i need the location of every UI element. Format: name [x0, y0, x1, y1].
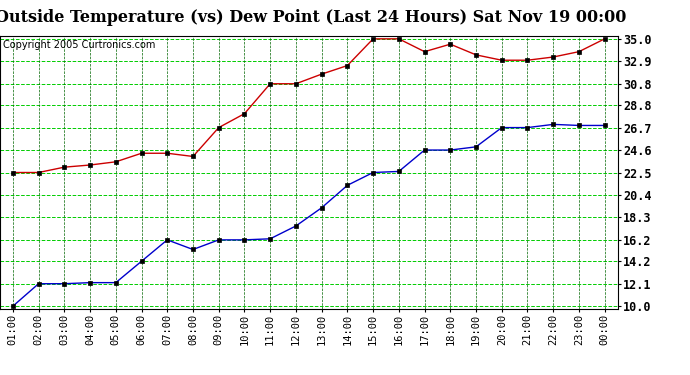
Text: Outside Temperature (vs) Dew Point (Last 24 Hours) Sat Nov 19 00:00: Outside Temperature (vs) Dew Point (Last…	[0, 9, 627, 26]
Text: Copyright 2005 Curtronics.com: Copyright 2005 Curtronics.com	[3, 40, 155, 50]
